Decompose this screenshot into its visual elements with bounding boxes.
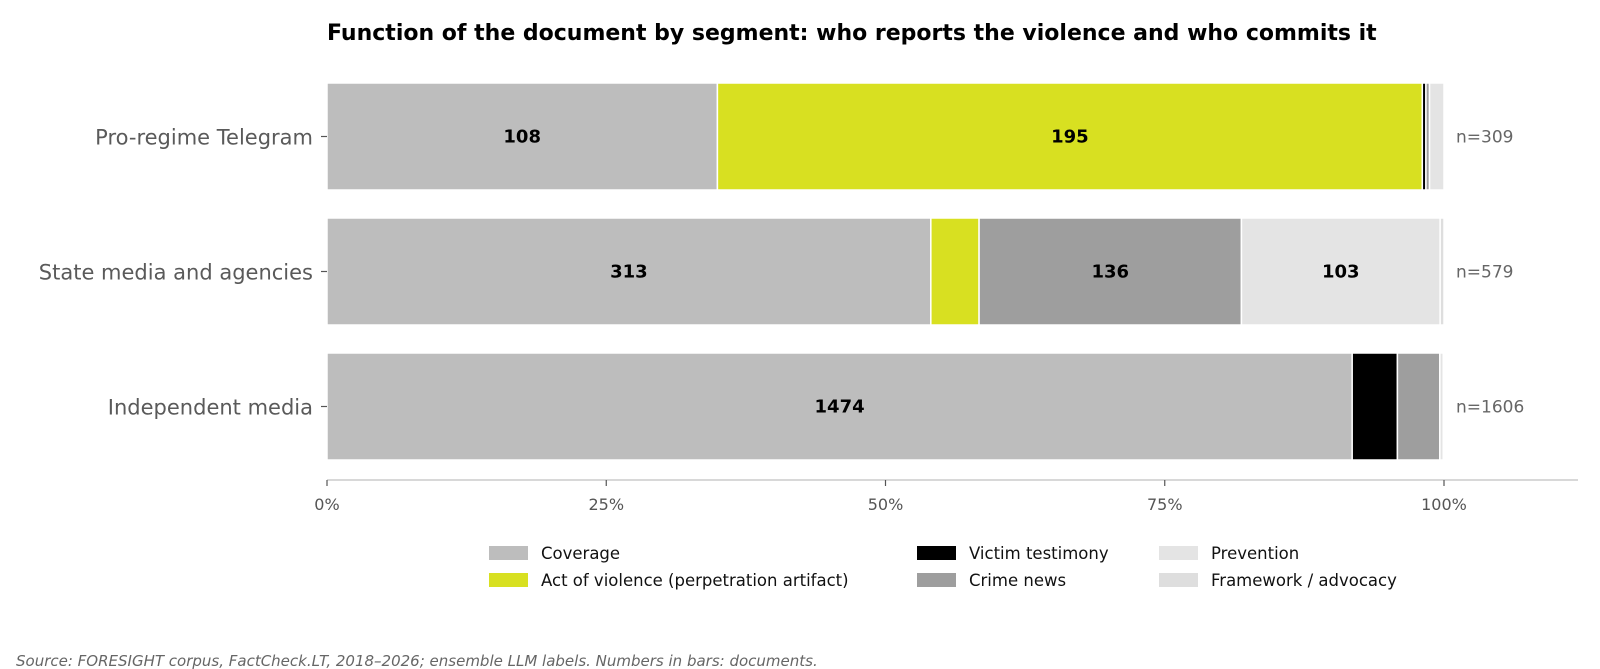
x-tick-label: 50% (868, 495, 904, 514)
legend-label: Crime news (969, 571, 1066, 590)
bar-segment-independent-media-coverage (326, 352, 1353, 461)
bar-value-label: 136 (1091, 262, 1129, 283)
bar-segment-pro-regime-telegram-prevention (1428, 82, 1445, 191)
x-tick-label: 100% (1421, 495, 1467, 514)
chart-title: Function of the document by segment: who… (327, 21, 1377, 46)
legend-label: Prevention (1211, 544, 1299, 563)
legend-swatch-crime-news (917, 573, 956, 587)
legend-label: Coverage (541, 544, 620, 563)
bar-segment-state-media-and-agencies-act-of-violence-perpetration-artifact (930, 217, 980, 326)
legend-swatch-coverage (489, 546, 528, 560)
total-n-label: n=1606 (1456, 398, 1524, 418)
legend-label: Framework / advocacy (1211, 571, 1397, 590)
legend-label: Act of violence (perpetration artifact) (541, 571, 849, 590)
bars-layer: 108 195 313 136 103 1474 (326, 82, 1445, 461)
x-axis: Pro-regime Telegram n=309 State media and … (39, 126, 1578, 514)
bar-value-label: 313 (610, 262, 648, 283)
category-label: Pro-regime Telegram (95, 126, 313, 150)
legend-swatch-prevention (1159, 546, 1198, 560)
legend-swatch-act-of-violence-perpetration-artifact (489, 573, 528, 587)
bar-value-label: 195 (1051, 127, 1089, 148)
legend-swatch-victim-testimony (917, 546, 956, 560)
category-label: State media and agencies (39, 261, 313, 285)
legend: Coverage Act of violence (perpetration ar… (489, 544, 1397, 590)
bar-segment-state-media-and-agencies-prevention (1240, 217, 1441, 326)
x-tick-label: 25% (588, 495, 624, 514)
bar-segment-state-media-and-agencies-coverage (326, 217, 932, 326)
bar-segment-state-media-and-agencies-crime-news (978, 217, 1243, 326)
bar-segment-state-media-and-agencies-framework-advocacy (1439, 217, 1445, 326)
category-label: Independent media (108, 396, 313, 420)
bar-value-label: 108 (503, 127, 541, 148)
x-tick-label: 75% (1147, 495, 1183, 514)
bar-value-label: 1474 (815, 397, 865, 418)
bar-segment-independent-media-victim-testimony (1351, 352, 1399, 461)
bar-segment-independent-media-crime-news (1396, 352, 1441, 461)
x-tick-label: 0% (314, 495, 339, 514)
bar-value-label: 103 (1322, 262, 1360, 283)
legend-swatch-framework-advocacy (1159, 573, 1198, 587)
bar-segment-independent-media-framework-advocacy (1442, 352, 1445, 461)
legend-label: Victim testimony (969, 544, 1109, 563)
total-n-label: n=579 (1456, 263, 1513, 283)
source-note: Source: FORESIGHT corpus, FactCheck.LT, … (16, 652, 818, 669)
bar-segment-pro-regime-telegram-act-of-violence-perpetration-artifact (716, 82, 1424, 191)
bar-segment-pro-regime-telegram-coverage (326, 82, 719, 191)
total-n-label: n=309 (1456, 128, 1513, 148)
